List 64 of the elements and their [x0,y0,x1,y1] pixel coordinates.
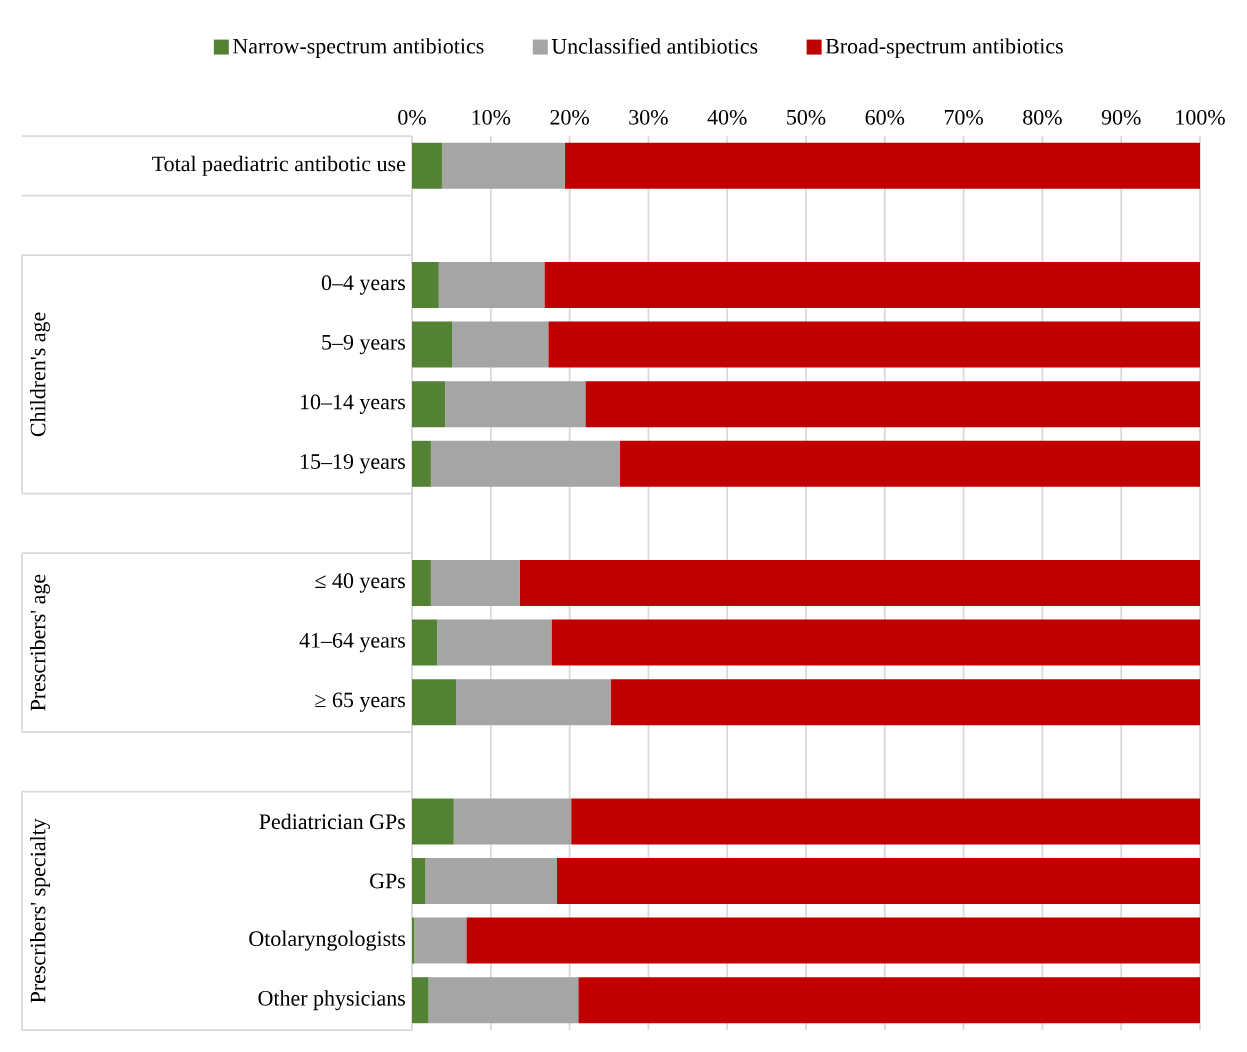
x-tick-label: 40% [707,109,747,125]
bar [548,321,1200,368]
bar [412,560,431,607]
bar [441,142,565,189]
legend-label: Broad-spectrum antibiotics [825,38,1063,59]
bar [425,858,557,905]
y-tick-label: Other physicians [258,990,405,1011]
legend-label: Narrow-spectrum antibiotics [232,38,484,59]
bar [428,977,579,1024]
bar [412,381,446,428]
text: Prescribers' specialty [30,818,50,1003]
bar [452,321,549,368]
bar [571,798,1200,845]
bar [551,619,1200,666]
bar [544,262,1200,309]
bar [610,679,1200,726]
bar [585,381,1200,428]
legend-label: Unclassified antibiotics [551,38,758,54]
bar [412,262,439,309]
y-tick-label: Pediatrician GPs [259,813,405,830]
bar [430,560,520,607]
bar [412,858,426,905]
x-tick-label: 50% [787,109,826,125]
bar [578,977,1200,1024]
bar [445,381,586,428]
y-tick-label: Total paediatric antibotic use [152,155,406,176]
x-tick-label: 10% [472,109,511,125]
y-tick-label: 10–14 years [300,394,405,414]
bar [437,619,552,666]
x-tick-label: 80% [1023,109,1062,125]
bar [438,262,545,309]
bar [412,977,429,1024]
bar [412,798,454,845]
text: Children's age [30,312,50,437]
x-tick-label: 90% [1101,109,1141,125]
bar [466,917,1200,964]
bar [412,321,453,368]
bar [453,798,572,845]
x-tick-label: 20% [550,109,589,125]
bar [412,619,438,666]
bar [456,679,611,726]
x-tick-label: 70% [944,109,983,125]
bar [430,440,621,487]
bar [412,142,442,189]
y-tick-label: 15–19 years [300,454,405,474]
bar [564,142,1200,189]
y-tick-label: 0–4 years [321,275,405,295]
x-tick-label: 30% [629,109,668,125]
y-tick-label: ≥ 65 years [315,692,405,712]
y-tick-label: Otolaryngologists [249,930,405,951]
bar [556,858,1200,905]
x-tick-label: 100% [1176,109,1225,125]
bar [519,560,1200,607]
x-tick-label: 60% [865,109,905,125]
x-tick-label: 0% [398,109,426,125]
bar [412,440,431,487]
y-tick-label: 5–9 years [322,334,405,355]
bar [620,440,1200,487]
y-tick-label: GPs [370,873,405,889]
bar [412,679,457,726]
text: Prescribers' age [30,574,50,711]
y-tick-label: 41–64 years [299,632,405,653]
bar [414,917,467,964]
y-tick-label: ≤ 40 years [315,573,405,593]
